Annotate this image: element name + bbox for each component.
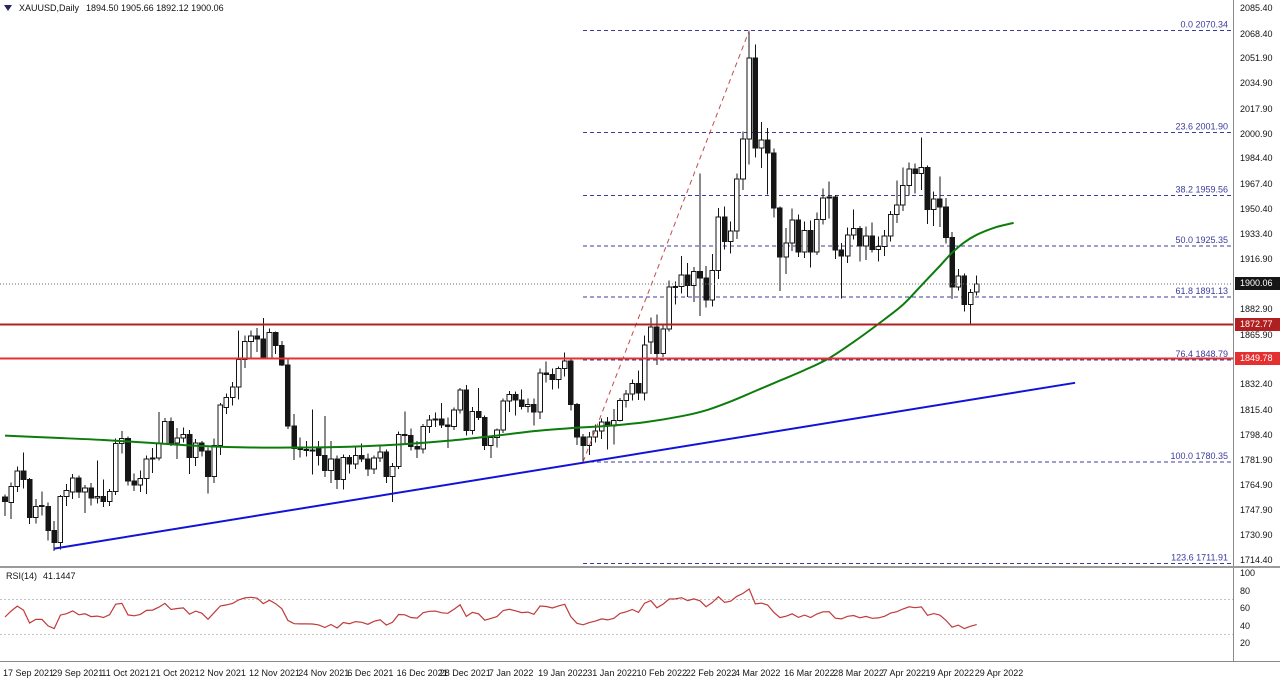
rsi-value-label: 41.1447: [43, 571, 76, 581]
price-axis[interactable]: 2085.40 2068.40 2051.90 2034.90 2017.90 2000.…: [1233, 0, 1280, 661]
ma-line[interactable]: [4, 221, 1014, 449]
time-axis-label: 7 Apr 2022: [882, 668, 927, 678]
time-axis-separator: [0, 661, 1280, 662]
window-menu-icon: [4, 5, 12, 11]
price-axis-label: 2068.40: [1240, 28, 1273, 39]
price-axis-label: 1865.90: [1240, 329, 1273, 340]
fib-level-label: 23.6 2001.90: [1175, 121, 1228, 131]
price-axis-label: 1832.40: [1240, 379, 1273, 390]
time-axis-label: 16 Dec 2021: [396, 668, 448, 678]
price-axis-label: 2017.90: [1240, 103, 1273, 114]
pane-separator[interactable]: [0, 566, 1280, 568]
time-axis-label: 19 Jan 2022: [538, 668, 588, 678]
time-axis-label: 31 Jan 2022: [587, 668, 637, 678]
hline-1849-price-tag: 1849.78: [1235, 352, 1280, 366]
time-axis-label: 6 Dec 2021: [347, 668, 394, 678]
rsi-axis-label: 100: [1240, 568, 1256, 578]
trendline[interactable]: [54, 381, 1076, 550]
price-axis-label: 1815.40: [1240, 404, 1273, 415]
price-axis-label: 1916.90: [1240, 253, 1273, 264]
time-axis-label: 11 Oct 2021: [101, 668, 150, 678]
time-axis-label: 28 Dec 2021: [439, 668, 491, 678]
rsi-axis-label: 40: [1240, 620, 1251, 631]
price-axis-label: 1798.40: [1240, 430, 1273, 440]
price-axis-label: 1764.90: [1240, 479, 1273, 490]
rsi-axis-label: 80: [1240, 585, 1251, 596]
chart-title: XAUUSD,Daily 1894.50 1905.66 1892.12 190…: [4, 3, 224, 13]
time-axis-label: 29 Sep 2021: [52, 668, 104, 678]
fibonacci-retracement[interactable]: [583, 30, 1233, 565]
bid-price-tag: 1900.06: [1235, 277, 1280, 291]
price-axis-label: 1730.90: [1240, 530, 1273, 541]
rsi-axis-label: 20: [1240, 638, 1251, 649]
rsi-indicator-label: RSI(14) 41.1447: [6, 571, 76, 581]
price-axis-label: 1950.40: [1240, 203, 1273, 214]
hline-1872-price-tag: 1872.77: [1235, 317, 1280, 331]
price-axis-label: 1933.40: [1240, 229, 1273, 240]
ohlc-values-label: 1894.50 1905.66 1892.12 1900.06: [86, 3, 224, 13]
price-axis-label: 1781.90: [1240, 454, 1273, 465]
candle-wicks: [4, 30, 978, 551]
bull-candles: [8, 57, 980, 544]
price-axis-label: 1967.40: [1240, 178, 1273, 189]
time-axis[interactable]: 17 Sep 2021 29 Sep 2021 11 Oct 2021 21 Oct …: [0, 662, 1280, 686]
fib-level-label: 50.0 1925.35: [1175, 235, 1228, 245]
price-axis-label: 1984.40: [1240, 153, 1273, 164]
time-axis-label: 16 Mar 2022: [784, 668, 835, 678]
time-axis-label: 22 Feb 2022: [685, 668, 737, 678]
rsi-axis-label: 60: [1240, 603, 1251, 614]
rsi-indicator-chart[interactable]: [0, 568, 1233, 661]
main-price-chart[interactable]: 0.0 2070.34 23.6 2001.90 38.2 1959.56 50.0 …: [0, 0, 1233, 566]
symbol-timeframe-label: XAUUSD,Daily: [19, 3, 80, 13]
time-axis-label: 21 Oct 2021: [150, 668, 200, 678]
fib-level-label: 38.2 1959.56: [1175, 184, 1228, 194]
fib-level-label: 76.4 1848.79: [1175, 349, 1228, 359]
time-axis-label: 12 Nov 2021: [249, 668, 301, 678]
time-axis-label: 29 Apr 2022: [974, 668, 1024, 678]
price-axis-label: 2051.90: [1240, 53, 1273, 63]
bear-candles: [2, 57, 968, 544]
fib-level-label: 61.8 1891.13: [1175, 286, 1228, 296]
time-axis-label: 7 Jan 2022: [488, 668, 534, 678]
time-axis-label: 28 Mar 2022: [833, 668, 884, 678]
price-axis-label: 2000.90: [1240, 128, 1273, 139]
price-axis-label: 1747.90: [1240, 505, 1273, 516]
price-axis-label: 1714.40: [1240, 554, 1273, 565]
time-axis-label: 2 Nov 2021: [199, 668, 246, 678]
rsi-line: [4, 588, 977, 630]
fib-level-label: 123.6 1711.91: [1171, 553, 1228, 563]
price-axis-label: 1882.90: [1240, 304, 1273, 315]
time-axis-label: 4 Mar 2022: [734, 668, 781, 678]
time-axis-label: 24 Nov 2021: [298, 668, 350, 678]
time-axis-label: 17 Sep 2021: [3, 668, 55, 678]
rsi-name-label: RSI(14): [6, 571, 38, 581]
price-axis-label: 2034.90: [1240, 78, 1273, 89]
fib-level-label: 0.0 2070.34: [1180, 20, 1228, 30]
price-axis-label: 2085.40: [1240, 3, 1273, 14]
time-axis-label: 19 Apr 2022: [925, 668, 975, 678]
time-axis-label: 10 Feb 2022: [636, 668, 688, 678]
fib-level-label: 100.0 1780.35: [1170, 451, 1228, 461]
